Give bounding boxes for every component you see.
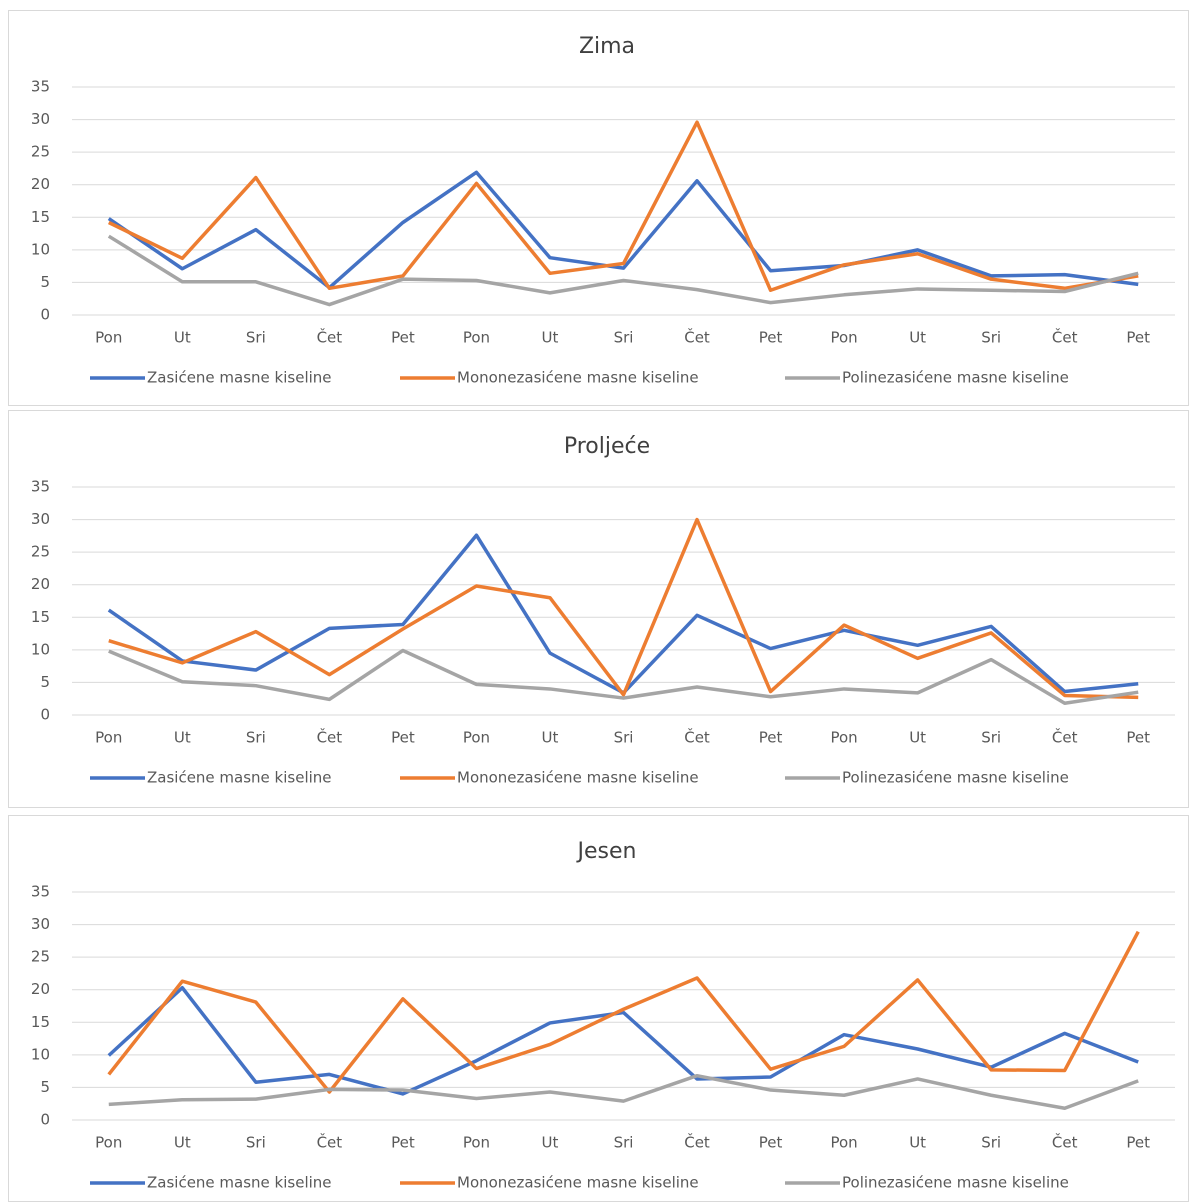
- x-tick-label: Čet: [317, 728, 343, 747]
- x-tick-label: Pon: [95, 1134, 122, 1152]
- y-tick-label: 35: [31, 478, 50, 496]
- series-line: [107, 234, 1139, 307]
- y-tick-label: 0: [40, 706, 50, 724]
- x-tick-label: Pon: [463, 1134, 490, 1152]
- series-line: [107, 533, 1139, 695]
- legend-label: Polinezasićene masne kiseline: [842, 1174, 1069, 1192]
- series-line: [108, 517, 1139, 700]
- series-line: [108, 1073, 1139, 1111]
- x-tick-label: Sri: [981, 1134, 1001, 1152]
- series-line: [108, 648, 1139, 706]
- x-tick-label: Čet: [684, 328, 710, 347]
- y-tick-label: 15: [31, 208, 50, 226]
- y-tick-label: 25: [31, 143, 50, 161]
- x-tick-label: Pon: [463, 729, 490, 747]
- x-tick-label: Pon: [95, 329, 122, 347]
- y-tick-label: 20: [31, 175, 50, 193]
- x-tick-label: Sri: [981, 329, 1001, 347]
- x-tick-label: Čet: [317, 328, 343, 347]
- legend-label: Mononezasićene masne kiseline: [457, 769, 699, 787]
- y-tick-label: 0: [40, 306, 50, 324]
- y-tick-label: 10: [31, 1045, 50, 1063]
- x-tick-label: Ut: [174, 729, 191, 747]
- y-tick-label: 10: [31, 640, 50, 658]
- series-line: [107, 986, 1139, 1096]
- x-tick-label: Pet: [759, 729, 783, 747]
- x-tick-label: Pon: [95, 729, 122, 747]
- legend-label: Zasićene masne kiseline: [147, 369, 332, 387]
- x-tick-label: Pet: [391, 729, 415, 747]
- x-tick-label: Sri: [614, 1134, 634, 1152]
- x-tick-label: Pon: [830, 329, 857, 347]
- x-tick-label: Ut: [542, 329, 559, 347]
- x-tick-label: Pet: [1126, 329, 1150, 347]
- legend-label: Polinezasićene masne kiseline: [842, 369, 1069, 387]
- legend-label: Zasićene masne kiseline: [147, 769, 332, 787]
- y-tick-label: 30: [31, 110, 50, 128]
- legend-label: Mononezasićene masne kiseline: [457, 1174, 699, 1192]
- x-tick-label: Ut: [542, 1134, 559, 1152]
- x-tick-label: Pon: [830, 1134, 857, 1152]
- series-line: [107, 930, 1140, 1094]
- y-tick-label: 35: [31, 78, 50, 96]
- x-tick-label: Sri: [614, 329, 634, 347]
- x-tick-label: Ut: [909, 329, 926, 347]
- y-tick-label: 10: [31, 240, 50, 258]
- y-tick-label: 30: [31, 510, 50, 528]
- x-tick-label: Čet: [684, 728, 710, 747]
- series-line: [107, 170, 1139, 290]
- x-tick-label: Pet: [1126, 729, 1150, 747]
- y-tick-label: 30: [31, 915, 50, 933]
- legend-label: Zasićene masne kiseline: [147, 1174, 332, 1192]
- y-tick-label: 5: [40, 1078, 50, 1096]
- y-tick-label: 25: [31, 948, 50, 966]
- chart-frame: [8, 815, 1189, 1202]
- y-tick-label: 25: [31, 543, 50, 561]
- x-tick-label: Pet: [1126, 1134, 1150, 1152]
- x-tick-label: Ut: [174, 1134, 191, 1152]
- x-tick-label: Pet: [391, 329, 415, 347]
- x-tick-label: Sri: [246, 1134, 266, 1152]
- legend-label: Mononezasićene masne kiseline: [457, 369, 699, 387]
- y-tick-label: 15: [31, 608, 50, 626]
- x-tick-label: Ut: [909, 1134, 926, 1152]
- x-tick-label: Pet: [759, 1134, 783, 1152]
- chart-frame: [8, 10, 1189, 406]
- chart-title: Proljeće: [564, 434, 650, 459]
- x-tick-label: Čet: [1052, 1133, 1078, 1152]
- x-tick-label: Sri: [246, 329, 266, 347]
- y-tick-label: 5: [40, 673, 50, 691]
- x-tick-label: Pet: [759, 329, 783, 347]
- y-tick-label: 15: [31, 1013, 50, 1031]
- x-tick-label: Pet: [391, 1134, 415, 1152]
- x-tick-label: Čet: [1052, 728, 1078, 747]
- y-tick-label: 20: [31, 575, 50, 593]
- x-tick-label: Ut: [542, 729, 559, 747]
- x-tick-label: Čet: [317, 1133, 343, 1152]
- chart-title: Jesen: [576, 839, 637, 864]
- chart-title: Zima: [579, 34, 635, 59]
- x-tick-label: Čet: [684, 1133, 710, 1152]
- chart-frame: [8, 410, 1189, 808]
- y-tick-label: 0: [40, 1111, 50, 1129]
- series-line: [108, 120, 1139, 292]
- x-tick-label: Ut: [174, 329, 191, 347]
- legend-label: Polinezasićene masne kiseline: [842, 769, 1069, 787]
- x-tick-label: Sri: [981, 729, 1001, 747]
- x-tick-label: Sri: [614, 729, 634, 747]
- x-tick-label: Pon: [830, 729, 857, 747]
- x-tick-label: Pon: [463, 329, 490, 347]
- y-tick-label: 20: [31, 980, 50, 998]
- y-tick-label: 35: [31, 883, 50, 901]
- y-tick-label: 5: [40, 273, 50, 291]
- x-tick-label: Ut: [909, 729, 926, 747]
- x-tick-label: Sri: [246, 729, 266, 747]
- x-tick-label: Čet: [1052, 328, 1078, 347]
